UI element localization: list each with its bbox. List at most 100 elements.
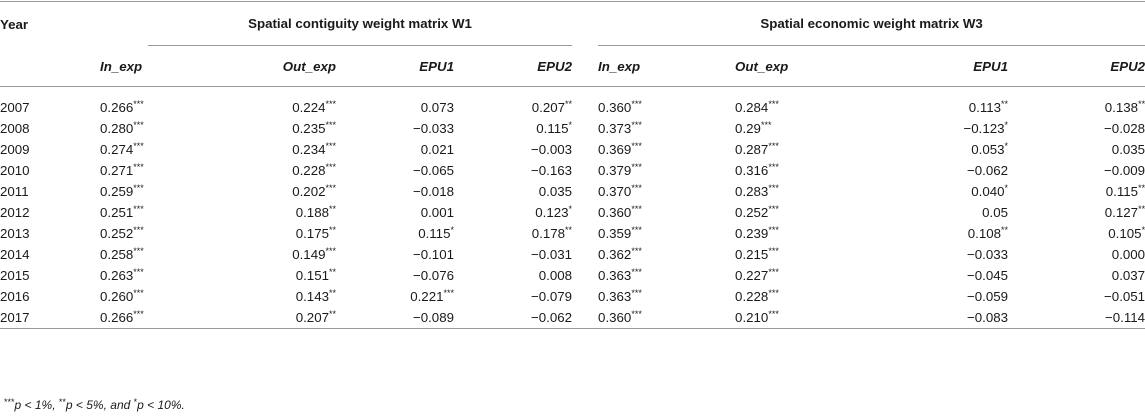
year-cell: 2010 xyxy=(0,163,30,178)
coefficient: 0.151 xyxy=(295,268,329,283)
table-row: 2016 0.260*** 0.143** 0.221*** −0.079 0.363**… xyxy=(0,286,1145,307)
col-header-in-exp-w3: In_exp xyxy=(598,46,736,87)
significance-stars: *** xyxy=(631,120,642,130)
coefficient: 0.000 xyxy=(1111,247,1145,262)
coefficient: 0.224 xyxy=(292,100,326,115)
coefficient: 0.287 xyxy=(735,142,769,157)
significance-stars: *** xyxy=(133,141,144,151)
value-cell: 0.258*** xyxy=(100,244,218,265)
value-cell: 0.021 xyxy=(336,139,454,160)
coefficient: 0.115 xyxy=(418,226,451,241)
significance-stars: *** xyxy=(443,288,454,298)
table-row: 2017 0.266*** 0.207** −0.089 −0.062 0.360*** 0… xyxy=(0,307,1145,329)
col-header-epu2-w3: EPU2 xyxy=(1008,46,1145,87)
value-cell: −0.018 xyxy=(336,181,454,202)
significance-stars: *** xyxy=(133,246,144,256)
coefficient: 0.123 xyxy=(535,205,569,220)
significance-stars: ** xyxy=(328,288,336,298)
year-cell: 2013 xyxy=(0,226,30,241)
significance-stars: ** xyxy=(328,309,336,319)
significance-stars: *** xyxy=(631,99,642,109)
significance-stars: *** xyxy=(133,267,144,277)
coefficient: 0.053 xyxy=(971,142,1005,157)
coefficient: −0.065 xyxy=(412,163,454,178)
coefficient: 0.113 xyxy=(968,100,1002,115)
value-cell: 0.188** xyxy=(218,202,336,223)
value-cell: 0.05 xyxy=(872,202,1008,223)
value-cell: 0.239*** xyxy=(735,223,872,244)
table-row: 2009 0.274*** 0.234*** 0.021 −0.003 0.369*** 0… xyxy=(0,139,1145,160)
significance-stars: *** xyxy=(768,246,779,256)
value-cell: 0.252*** xyxy=(735,202,872,223)
significance-stars: * xyxy=(1004,120,1009,130)
value-cell: 0.123* xyxy=(454,202,572,223)
value-cell: 0.149*** xyxy=(218,244,336,265)
value-cell: 0.175** xyxy=(218,223,336,244)
value-cell: 0.316*** xyxy=(735,160,872,181)
coefficient: 0.370 xyxy=(598,184,632,199)
value-cell: 0.280*** xyxy=(100,118,218,139)
coefficient: 0.035 xyxy=(1111,142,1145,157)
coefficient: 0.040 xyxy=(971,184,1005,199)
coefficient: 0.360 xyxy=(598,205,632,220)
significance-stars: *** xyxy=(768,288,779,298)
col-header-out-exp-w3: Out_exp xyxy=(735,46,873,87)
value-cell: 0.000 xyxy=(1008,244,1145,265)
value-cell: 0.227*** xyxy=(735,265,872,286)
significance-stars: *** xyxy=(631,162,642,172)
value-cell: −0.009 xyxy=(1008,160,1145,181)
value-cell: −0.028 xyxy=(1008,118,1145,139)
coefficient: 0.360 xyxy=(598,100,632,115)
value-cell: 0.037 xyxy=(1008,265,1145,286)
value-cell: 0.252*** xyxy=(100,223,218,244)
value-cell: 0.260*** xyxy=(100,286,218,307)
year-header: Year xyxy=(0,1,100,46)
value-cell: 0.363*** xyxy=(598,286,735,307)
value-cell: −0.123* xyxy=(872,118,1008,139)
coefficient: −0.045 xyxy=(967,268,1009,283)
value-cell: 0.151** xyxy=(218,265,336,286)
value-cell: 0.259*** xyxy=(100,181,218,202)
value-cell: 0.284*** xyxy=(735,97,872,118)
coefficient: 0.008 xyxy=(538,268,573,283)
coefficient: 0.316 xyxy=(735,163,769,178)
significance-stars: ** xyxy=(328,204,336,214)
group-header-w1: Spatial contiguity weight matrix W1 xyxy=(148,2,573,46)
coefficient: −0.059 xyxy=(967,289,1009,304)
coefficient: −0.076 xyxy=(412,268,454,283)
value-cell: −0.033 xyxy=(872,244,1008,265)
significance-stars: *** xyxy=(631,288,642,298)
significance-stars: *** xyxy=(631,225,642,235)
significance-stars: *** xyxy=(768,309,779,319)
coefficient: 0.362 xyxy=(598,247,632,262)
col-header-epu1-w3: EPU1 xyxy=(872,46,1009,87)
year-cell: 2007 xyxy=(0,100,30,115)
coefficient: 0.283 xyxy=(735,184,769,199)
coefficient: 0.228 xyxy=(735,289,769,304)
significance-stars: *** xyxy=(325,246,336,256)
coefficient: 0.259 xyxy=(100,184,134,199)
value-cell: −0.051 xyxy=(1008,286,1145,307)
value-cell: −0.163 xyxy=(454,160,572,181)
coefficient: 0.210 xyxy=(735,310,769,325)
significance-stars: *** xyxy=(768,162,779,172)
coefficient: −0.031 xyxy=(531,247,573,262)
coefficient: 0.207 xyxy=(531,100,566,115)
year-cell: 2008 xyxy=(0,121,30,136)
significance-stars: *** xyxy=(768,141,779,151)
col-header-epu2-w1: EPU2 xyxy=(454,46,573,87)
year-cell: 2016 xyxy=(0,289,30,304)
coefficient: −0.114 xyxy=(1105,310,1145,325)
significance-stars: *** xyxy=(768,99,779,109)
column-header-row: In_exp Out_exp EPU1 EPU2 In_exp Out_exp … xyxy=(0,46,1145,87)
coefficient: 0.05 xyxy=(982,205,1009,220)
coefficient: −0.018 xyxy=(412,184,454,199)
value-cell: 0.202*** xyxy=(218,181,336,202)
coefficient: 0.266 xyxy=(100,310,134,325)
coefficient: −0.009 xyxy=(1104,163,1145,178)
value-cell: 0.108** xyxy=(872,223,1008,244)
value-cell: 0.235*** xyxy=(218,118,336,139)
coefficient: 0.202 xyxy=(292,184,326,199)
significance-stars: *** xyxy=(768,204,779,214)
coefficient: 0.274 xyxy=(100,142,134,157)
